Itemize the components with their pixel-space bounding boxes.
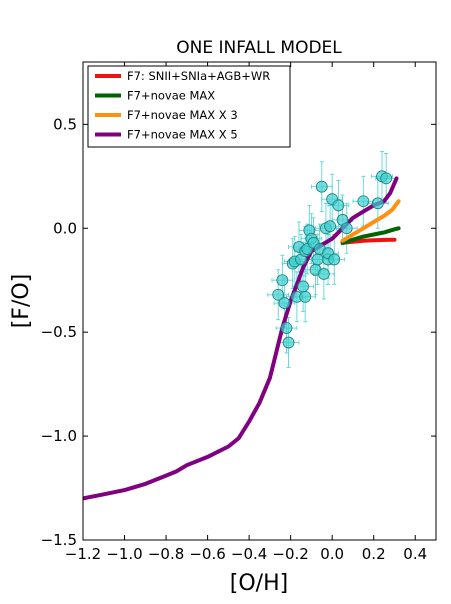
observation-point bbox=[299, 290, 312, 303]
observation-points bbox=[272, 170, 393, 349]
plot-frame bbox=[82, 61, 437, 541]
observation-point bbox=[324, 220, 337, 233]
chart-title: ONE INFALL MODEL bbox=[176, 38, 342, 58]
observation-point bbox=[315, 180, 328, 193]
x-tick-label: 0.4 bbox=[403, 545, 427, 563]
observation-point bbox=[280, 322, 293, 334]
legend-label: F7: SNII+SNIa+AGB+WR bbox=[127, 69, 270, 83]
x-axis-title: [O/H] bbox=[230, 571, 288, 596]
observation-point bbox=[340, 222, 353, 235]
x-tick-label: −1.2 bbox=[65, 545, 101, 563]
series-line bbox=[340, 199, 401, 243]
y-axis-ticks: −1.5 −1.0 −0.5 0.0 0.5 bbox=[41, 115, 436, 549]
series-lines bbox=[83, 176, 401, 501]
observation-point bbox=[272, 288, 285, 301]
legend-label: F7+novae MAX X 3 bbox=[127, 108, 238, 122]
x-tick-label: −0.8 bbox=[148, 545, 184, 563]
x-tick-label: −0.2 bbox=[272, 545, 308, 563]
observation-point bbox=[317, 268, 330, 280]
x-tick-label: −0.6 bbox=[189, 545, 225, 563]
series-line bbox=[340, 226, 401, 245]
observation-point bbox=[311, 253, 324, 266]
x-tick-label: −1.0 bbox=[106, 545, 142, 563]
observation-point bbox=[380, 172, 393, 185]
x-tick-label: −0.4 bbox=[231, 545, 267, 563]
series-line bbox=[83, 176, 399, 501]
observation-point bbox=[357, 195, 370, 208]
legend: F7: SNII+SNIa+AGB+WR F7+novae MAX F7+novae… bbox=[87, 65, 291, 148]
observation-point bbox=[276, 274, 289, 287]
y-tick-label: 0.5 bbox=[53, 115, 77, 133]
observation-point bbox=[332, 199, 345, 212]
observation-point bbox=[282, 336, 295, 349]
x-axis-ticks: −1.2 −1.0 −0.8 −0.6 −0.4 −0.2 0.0 0.2 0.4 bbox=[65, 62, 427, 563]
y-axis-title: [F/O] bbox=[9, 274, 34, 329]
x-tick-label: 0.2 bbox=[362, 545, 386, 563]
y-tick-label: −1.5 bbox=[41, 531, 77, 549]
legend-box bbox=[87, 65, 291, 148]
legend-label: F7+novae MAX bbox=[127, 89, 215, 103]
observation-point bbox=[328, 253, 341, 266]
x-tick-label: 0.0 bbox=[320, 545, 344, 563]
y-tick-label: 0.0 bbox=[53, 219, 77, 237]
observation-point bbox=[297, 280, 310, 293]
observation-point bbox=[371, 197, 384, 210]
legend-label: F7+novae MAX X 5 bbox=[127, 128, 238, 142]
y-tick-label: −0.5 bbox=[41, 323, 77, 341]
y-tick-label: −1.0 bbox=[41, 427, 77, 445]
observation-point bbox=[278, 297, 291, 309]
